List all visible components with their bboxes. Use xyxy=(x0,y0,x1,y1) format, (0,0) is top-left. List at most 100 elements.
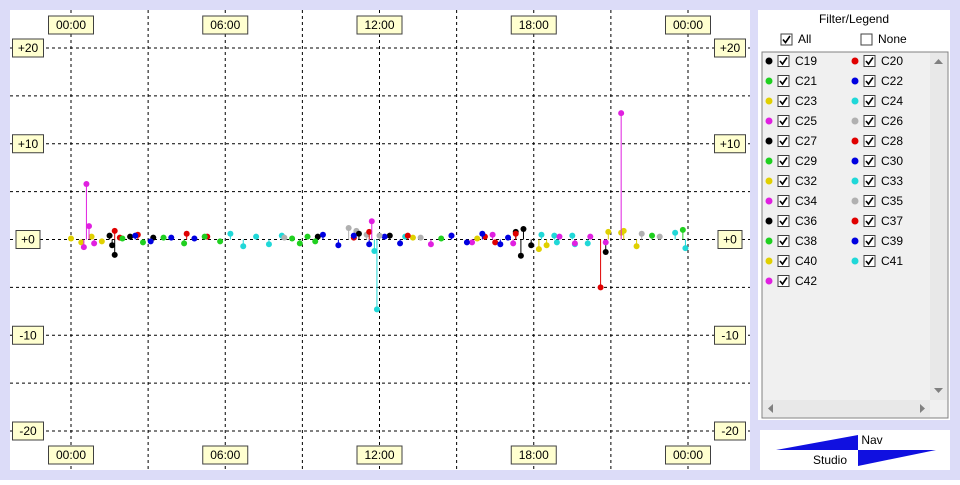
point xyxy=(505,234,512,241)
point xyxy=(587,233,594,240)
legend-label[interactable]: C30 xyxy=(881,154,903,168)
scroll-down[interactable] xyxy=(934,388,943,393)
legend-checkbox[interactable] xyxy=(863,175,876,187)
legend-checkbox-mark[interactable] xyxy=(779,117,788,126)
point xyxy=(618,110,625,117)
legend-label[interactable]: C29 xyxy=(795,154,817,168)
vertical-scrollbar[interactable] xyxy=(930,53,947,400)
legend-checkbox-mark[interactable] xyxy=(779,137,788,146)
legend-label[interactable]: C37 xyxy=(881,214,903,228)
legend-checkbox[interactable] xyxy=(777,195,790,207)
legend-checkbox[interactable] xyxy=(777,75,790,87)
legend-label[interactable]: C41 xyxy=(881,254,903,268)
tick-label-box xyxy=(12,38,44,58)
legend-checkbox[interactable] xyxy=(777,55,790,67)
checkbox[interactable] xyxy=(860,33,873,46)
point xyxy=(373,306,380,313)
legend-label[interactable]: C36 xyxy=(795,214,817,228)
legend-checkbox[interactable] xyxy=(777,255,790,267)
legend-checkbox[interactable] xyxy=(777,115,790,127)
ticks: 00:00 00:00 06:00 06:00 12:00 12:00 18:00 18:00… xyxy=(12,15,746,465)
legend-checkbox[interactable] xyxy=(777,135,790,147)
legend-label[interactable]: C23 xyxy=(795,94,817,108)
point xyxy=(111,251,118,258)
legend-checkbox[interactable] xyxy=(777,275,790,287)
legend-checkbox-mark[interactable] xyxy=(779,97,788,106)
legend-label[interactable]: C24 xyxy=(881,94,903,108)
legend-label[interactable]: C22 xyxy=(881,74,903,88)
legend-checkbox-mark[interactable] xyxy=(865,197,874,206)
scroll-left[interactable] xyxy=(768,404,773,413)
legend-swatch xyxy=(765,77,773,85)
legend-checkbox[interactable] xyxy=(863,75,876,87)
all-checkbox[interactable] xyxy=(780,33,793,46)
legend-checkbox-mark[interactable] xyxy=(779,157,788,166)
checkbox-mark[interactable] xyxy=(782,35,791,44)
legend-checkbox[interactable] xyxy=(777,155,790,167)
all-label[interactable]: All xyxy=(798,32,811,46)
legend-checkbox[interactable] xyxy=(863,115,876,127)
none-label[interactable]: None xyxy=(878,32,907,46)
legend-checkbox-mark[interactable] xyxy=(865,257,874,266)
legend-checkbox-mark[interactable] xyxy=(865,177,874,186)
legend-label[interactable]: C35 xyxy=(881,194,903,208)
legend-label[interactable]: C20 xyxy=(881,54,903,68)
legend-label[interactable]: C21 xyxy=(795,74,817,88)
point xyxy=(535,246,542,253)
scroll-up[interactable] xyxy=(934,59,943,64)
legend-checkbox-mark[interactable] xyxy=(865,57,874,66)
legend-label[interactable]: C19 xyxy=(795,54,817,68)
legend-checkbox[interactable] xyxy=(863,55,876,67)
legend-checkbox-mark[interactable] xyxy=(865,137,874,146)
tick-label: 00:00 xyxy=(56,448,86,462)
legend-label[interactable]: C32 xyxy=(795,174,817,188)
legend-checkbox-mark[interactable] xyxy=(865,117,874,126)
none-checkbox[interactable] xyxy=(860,33,873,46)
legend-label[interactable]: C28 xyxy=(881,134,903,148)
legend-checkbox-mark[interactable] xyxy=(779,57,788,66)
legend-checkbox[interactable] xyxy=(777,235,790,247)
legend-checkbox-mark[interactable] xyxy=(779,177,788,186)
legend-checkbox-mark[interactable] xyxy=(779,77,788,86)
point xyxy=(556,233,563,240)
legend-checkbox-mark[interactable] xyxy=(865,217,874,226)
legend-checkbox[interactable] xyxy=(863,135,876,147)
legend-checkbox[interactable] xyxy=(777,95,790,107)
legend-checkbox[interactable] xyxy=(777,175,790,187)
horizontal-scrollbar[interactable] xyxy=(763,400,930,417)
legend-swatch xyxy=(851,57,859,65)
legend-label[interactable]: C38 xyxy=(795,234,817,248)
legend-checkbox-mark[interactable] xyxy=(779,197,788,206)
legend-checkbox-mark[interactable] xyxy=(865,77,874,86)
legend-checkbox-mark[interactable] xyxy=(865,157,874,166)
legend-checkbox-mark[interactable] xyxy=(779,237,788,246)
legend-label[interactable]: C27 xyxy=(795,134,817,148)
legend-label[interactable]: C33 xyxy=(881,174,903,188)
legend-checkbox-mark[interactable] xyxy=(779,277,788,286)
legend-checkbox[interactable] xyxy=(863,215,876,227)
legend-checkbox[interactable] xyxy=(863,255,876,267)
legend-label[interactable]: C26 xyxy=(881,114,903,128)
scroll-right[interactable] xyxy=(920,404,925,413)
legend-label[interactable]: C34 xyxy=(795,194,817,208)
checkbox[interactable] xyxy=(780,33,793,46)
legend-label[interactable]: C42 xyxy=(795,274,817,288)
tick-label: +10 xyxy=(720,137,741,151)
point xyxy=(543,242,550,249)
legend-label[interactable]: C25 xyxy=(795,114,817,128)
legend-checkbox[interactable] xyxy=(863,155,876,167)
legend-checkbox-mark[interactable] xyxy=(865,97,874,106)
legend-checkbox[interactable] xyxy=(863,235,876,247)
tick-label-box xyxy=(48,445,94,465)
legend-checkbox-mark[interactable] xyxy=(779,217,788,226)
tick-label-box xyxy=(717,230,743,249)
legend-checkbox[interactable] xyxy=(863,195,876,207)
legend-checkbox[interactable] xyxy=(863,95,876,107)
legend-label[interactable]: C39 xyxy=(881,234,903,248)
legend-checkbox[interactable] xyxy=(777,215,790,227)
legend-checkbox-mark[interactable] xyxy=(865,237,874,246)
legend-label[interactable]: C40 xyxy=(795,254,817,268)
point xyxy=(83,180,90,187)
legend-checkbox-mark[interactable] xyxy=(779,257,788,266)
tick-label-box xyxy=(665,445,711,465)
